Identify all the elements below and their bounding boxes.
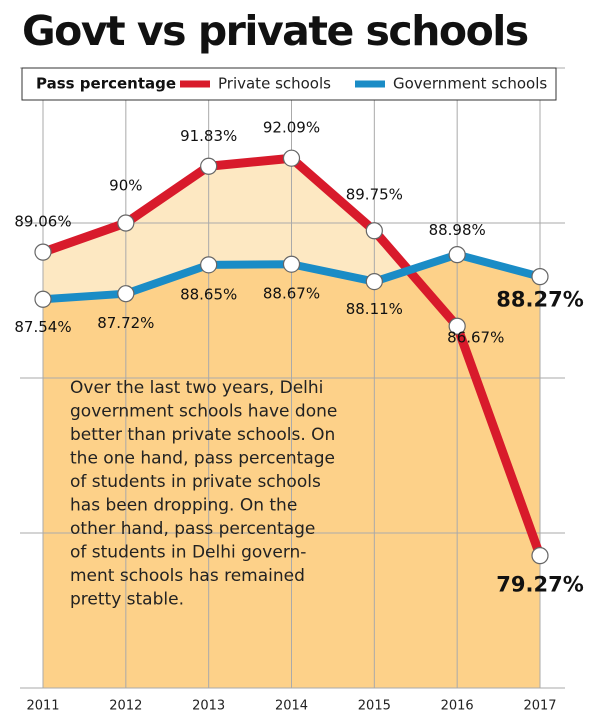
data-label: 87.54% (14, 318, 71, 336)
marker (200, 157, 218, 175)
legend-label: Government schools (393, 75, 547, 93)
annotation: pretty stable. (70, 590, 184, 610)
data-label: 89.06% (14, 213, 71, 231)
x-tick-label: 2011 (26, 699, 59, 714)
data-label: 88.65% (180, 285, 237, 303)
x-tick-label: 2013 (192, 699, 225, 714)
x-tick-label: 2016 (441, 699, 474, 714)
data-label: 88.67% (263, 285, 320, 303)
data-label: 87.72% (97, 314, 154, 332)
legend-title: Pass percentage (36, 75, 176, 93)
annotation: ment schools has remained (70, 566, 305, 586)
marker (34, 243, 52, 261)
data-label: 79.27% (496, 573, 583, 597)
data-label: 88.27% (496, 288, 583, 312)
annotation: of students in private schools (70, 472, 321, 492)
marker (200, 256, 218, 274)
marker (365, 222, 383, 240)
marker (282, 255, 301, 273)
x-tick-label: 2017 (523, 699, 556, 714)
data-label: 89.75% (346, 185, 403, 203)
data-label: 90% (109, 177, 142, 195)
marker (448, 317, 466, 335)
annotation: better than private schools. On (70, 425, 335, 445)
x-tick-label: 2012 (109, 699, 142, 714)
x-tick-label: 2014 (275, 699, 308, 714)
data-label: 92.09% (263, 119, 320, 137)
marker (365, 272, 383, 291)
marker (117, 285, 135, 303)
legend-label: Private schools (218, 75, 331, 93)
x-tick-label: 2015 (358, 699, 391, 714)
annotation: government schools have done (70, 402, 337, 422)
data-label: 91.83% (180, 127, 237, 145)
chart-title: Govt vs private schools (22, 7, 528, 55)
legend-box (21, 67, 557, 101)
marker (117, 214, 135, 232)
annotation: other hand, pass percentage (70, 519, 315, 539)
marker (531, 268, 549, 286)
marker (282, 149, 301, 167)
annotation: Over the last two years, Delhi (70, 378, 323, 398)
data-label: 88.11% (346, 300, 403, 318)
annotation: has been dropping. On the (70, 496, 297, 516)
annotation: of students in Delhi govern- (70, 543, 306, 563)
data-label: 86.67% (447, 329, 504, 347)
marker (34, 290, 52, 308)
data-label: 88.98% (429, 221, 486, 239)
marker (448, 246, 466, 264)
annotation: the one hand, pass percentage (70, 449, 335, 469)
marker (531, 547, 549, 565)
